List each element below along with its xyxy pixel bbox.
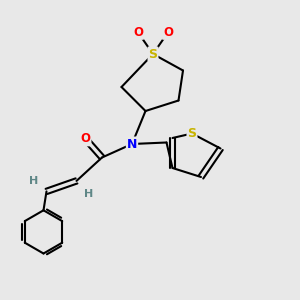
Text: S: S [148,47,158,61]
Text: O: O [163,26,173,39]
Text: H: H [85,188,94,199]
Text: S: S [188,127,196,140]
Text: O: O [80,132,91,146]
Text: H: H [29,176,38,186]
Text: O: O [133,26,143,39]
Text: N: N [127,137,137,151]
